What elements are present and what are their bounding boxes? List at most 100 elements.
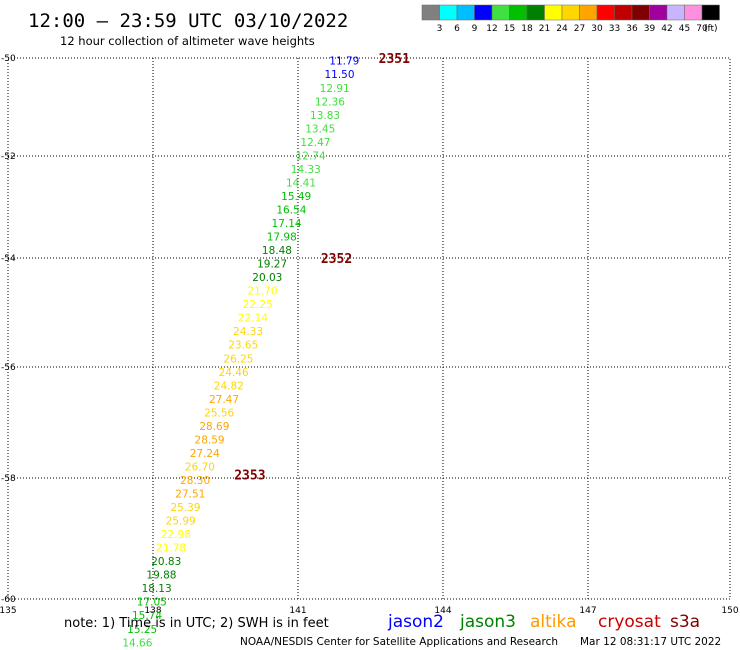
swh-label: 28.30: [180, 475, 210, 487]
swh-label: 14.33: [291, 164, 321, 176]
legend-swatch: [544, 4, 563, 21]
footer-timestamp: Mar 12 08:31:17 UTC 2022: [580, 636, 721, 648]
swh-label: 18.13: [142, 583, 172, 595]
legend-label: 12: [486, 24, 497, 34]
swh-label: 13.83: [310, 110, 340, 122]
legend-swatch: [474, 4, 493, 21]
swh-label: 14.41: [286, 177, 316, 189]
legend-label: 21: [539, 24, 550, 34]
legend-label: 42: [661, 24, 672, 34]
legend-swatch: [666, 4, 685, 21]
legend-swatch: [614, 4, 633, 21]
swh-label: 17.05: [137, 597, 167, 609]
satellite-cryosat: cryosat: [598, 612, 661, 632]
swh-label: 22.25: [243, 299, 273, 311]
swh-label: 12.91: [320, 83, 350, 95]
lat-tick-label: -50: [1, 54, 16, 64]
legend-swatch: [701, 4, 720, 21]
swh-label: 11.79: [329, 56, 359, 68]
legend-label: 70: [696, 24, 708, 34]
swh-label: 28.69: [199, 421, 229, 433]
legend-swatch: [509, 4, 528, 21]
legend-swatch: [631, 4, 650, 21]
swh-label: 19.27: [257, 259, 287, 271]
legend-label: 15: [504, 24, 515, 34]
satellite-jason3: jason3: [459, 612, 516, 632]
satellite-legend: jason2 jason3 altika cryosat s3a: [387, 612, 700, 632]
lat-tick-label: -52: [1, 152, 16, 162]
legend-label: 24: [556, 24, 568, 34]
lat-tick-label: -56: [1, 363, 16, 373]
legend-label: 27: [574, 24, 585, 34]
swh-label: 25.56: [204, 407, 234, 419]
swh-label: 22.14: [238, 313, 268, 325]
legend-unit: (ft): [704, 24, 718, 34]
legend-swatch: [421, 4, 440, 21]
lon-tick-label: 138: [144, 606, 161, 616]
swh-label: 27.47: [209, 394, 239, 406]
swh-label: 23.65: [228, 340, 258, 352]
lon-tick-label: 150: [721, 606, 738, 616]
lon-tick-label: 147: [579, 606, 596, 616]
swh-label: 25.99: [166, 516, 196, 528]
swh-label: 17.14: [272, 218, 302, 230]
satellite-s3a: s3a: [670, 612, 700, 632]
legend-label: 39: [644, 24, 656, 34]
swh-label: 11.50: [324, 69, 354, 81]
legend-label: 3: [437, 24, 443, 34]
swh-label: 27.51: [175, 489, 205, 501]
time-label: 2352: [321, 252, 352, 267]
swh-label: 24.33: [233, 326, 263, 338]
legend-label: 45: [679, 24, 690, 34]
swh-label: 14.66: [122, 637, 152, 649]
swh-label: 21.70: [247, 286, 277, 298]
legend-swatch: [561, 4, 580, 21]
satellite-jason2: jason2: [387, 612, 444, 632]
legend-label: 9: [472, 24, 478, 34]
swh-label: 24.82: [214, 380, 244, 392]
swh-label: 15.49: [281, 191, 311, 203]
legend-label: 36: [626, 24, 638, 34]
legend-label: 6: [454, 24, 460, 34]
swh-label: 20.83: [151, 556, 181, 568]
time-labels: 2351 2352 2353: [234, 52, 410, 484]
page-title: 12:00 – 23:59 UTC 03/10/2022: [28, 10, 348, 32]
legend-swatch: [526, 4, 545, 21]
legend-swatch: [579, 4, 598, 21]
legend-swatch: [439, 4, 458, 21]
swh-label: 21.78: [156, 543, 186, 555]
footer-note: note: 1) Time is in UTC; 2) SWH is in fe…: [64, 616, 329, 631]
swh-label: 16.54: [276, 204, 306, 216]
swh-label: 25.39: [170, 502, 200, 514]
swh-label: 13.45: [305, 123, 335, 135]
swh-label: 15.74: [132, 610, 162, 622]
swh-label: 20.03: [252, 272, 282, 284]
lon-tick-label: 135: [0, 606, 17, 616]
satellite-altika: altika: [530, 612, 577, 632]
swh-label: 18.48: [262, 245, 292, 257]
lat-tick-label: -54: [1, 254, 16, 264]
swh-label: 12.74: [296, 150, 326, 162]
legend-label: 33: [609, 24, 620, 34]
swh-label: 26.25: [223, 353, 253, 365]
swh-label: 19.88: [146, 570, 176, 582]
swh-label: 28.59: [195, 434, 225, 446]
swh-label: 12.47: [300, 137, 330, 149]
legend-label: 30: [591, 24, 603, 34]
map-frame: [7, 57, 731, 600]
page-subtitle: 12 hour collection of altimeter wave hei…: [60, 34, 315, 48]
swh-label: 26.70: [185, 461, 215, 473]
swh-label: 24.46: [219, 367, 249, 379]
swh-label: 15.25: [127, 624, 157, 636]
time-label: 2353: [234, 469, 265, 484]
color-legend: 3 6 9 12 15 18 21 24 27 30 33 36 39 42 45 70(ft): [421, 4, 720, 34]
swh-label: 22.98: [161, 529, 191, 541]
map-axes: 135 138 141 144 147 150 -50 -52 -54 -56 -58 -60: [0, 54, 739, 616]
swh-label: 17.98: [267, 232, 297, 244]
legend-label: 18: [521, 24, 533, 34]
footer-credit: NOAA/NESDIS Center for Satellite Applica…: [240, 636, 558, 648]
legend-swatch: [649, 4, 668, 21]
lat-tick-label: -60: [1, 595, 16, 605]
